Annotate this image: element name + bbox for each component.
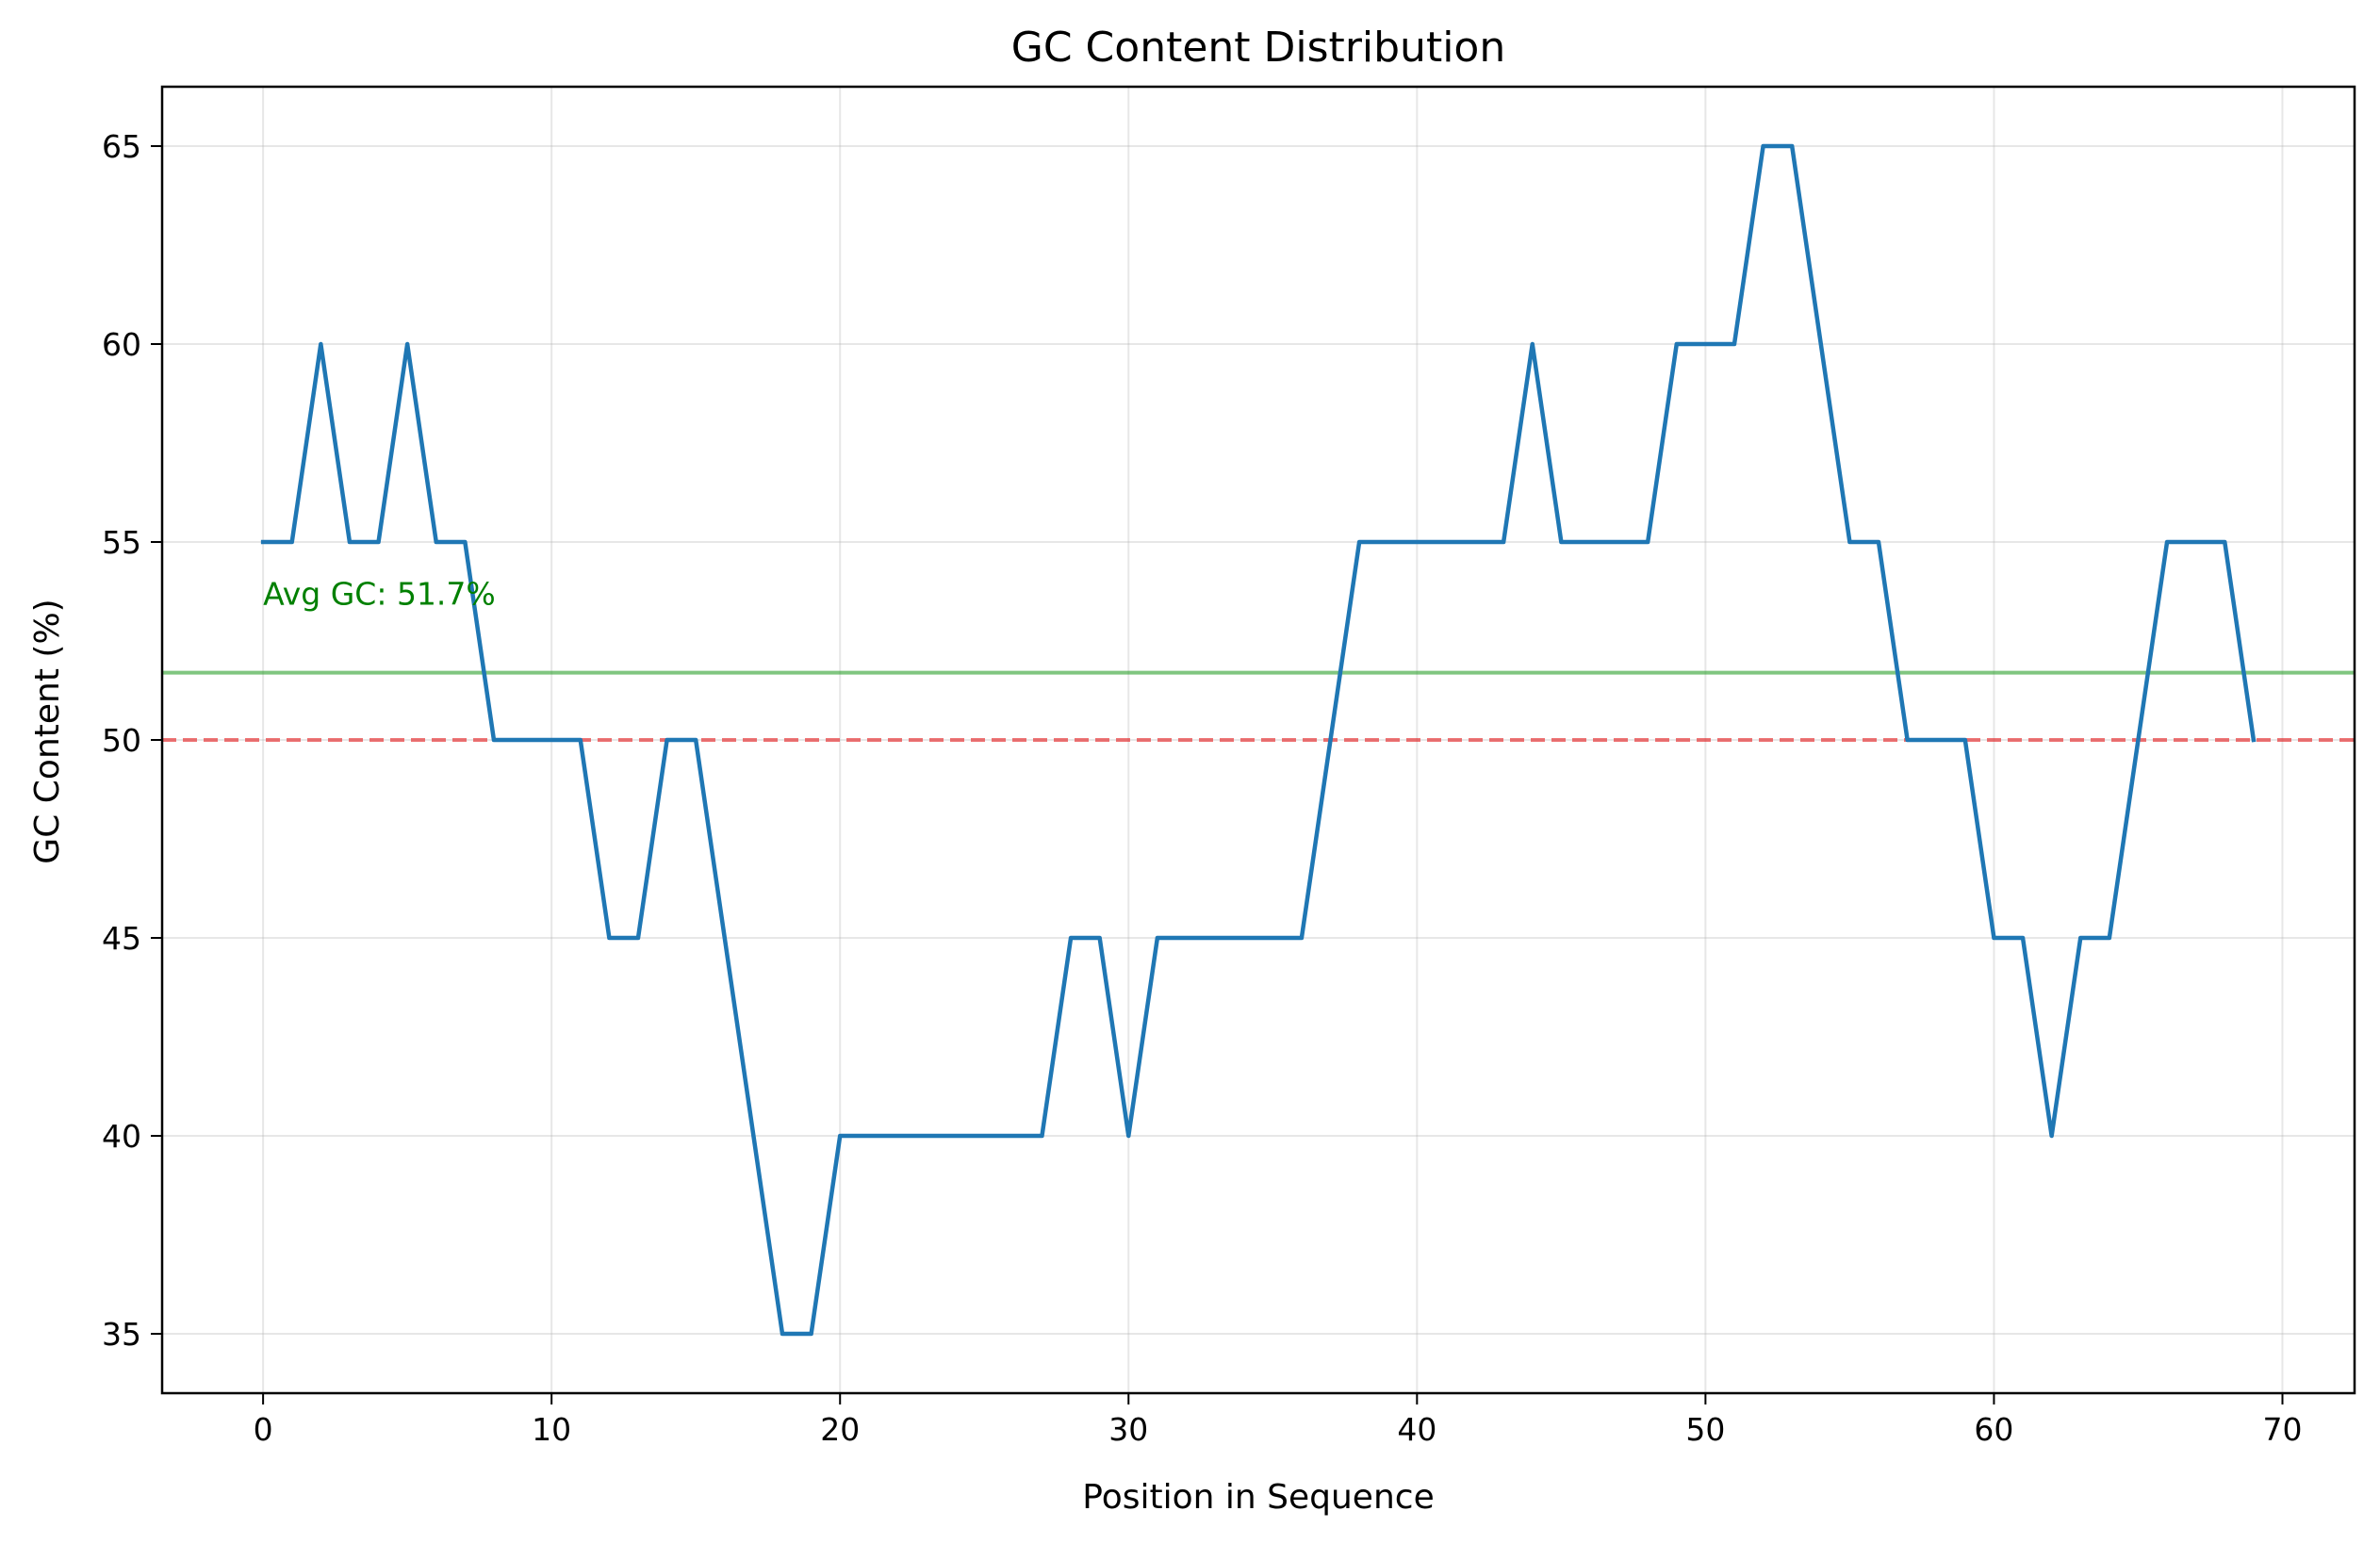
x-tick-label: 60: [1974, 1411, 2013, 1448]
y-tick-label: 40: [102, 1118, 141, 1155]
y-tick-label: 50: [102, 722, 141, 759]
ticks: 0 10 20 30 40 50 60 70 35 40 45 50 55 60 65: [102, 128, 2302, 1448]
chart-title: GC Content Distribution: [1011, 24, 1505, 72]
y-tick-label: 35: [102, 1316, 141, 1353]
avg-gc-annotation: Avg GC: 51.7%: [263, 576, 496, 613]
x-axis-label: Position in Sequence: [1082, 1478, 1434, 1517]
x-tick-label: 20: [820, 1411, 860, 1448]
grid: [162, 87, 2355, 1393]
x-tick-label: 40: [1397, 1411, 1436, 1448]
y-tick-label: 45: [102, 920, 141, 957]
y-tick-label: 55: [102, 524, 141, 561]
x-tick-label: 50: [1685, 1411, 1725, 1448]
x-tick-label: 70: [2262, 1411, 2302, 1448]
y-tick-label: 65: [102, 128, 141, 165]
series: [260, 143, 2257, 1337]
x-tick-label: 30: [1108, 1411, 1148, 1448]
y-axis-label: GC Content (%): [28, 599, 67, 863]
x-tick-label: 10: [532, 1411, 571, 1448]
gc-content-line: [260, 143, 2257, 1337]
y-tick-label: 60: [102, 326, 141, 363]
x-tick-label: 0: [254, 1411, 273, 1448]
